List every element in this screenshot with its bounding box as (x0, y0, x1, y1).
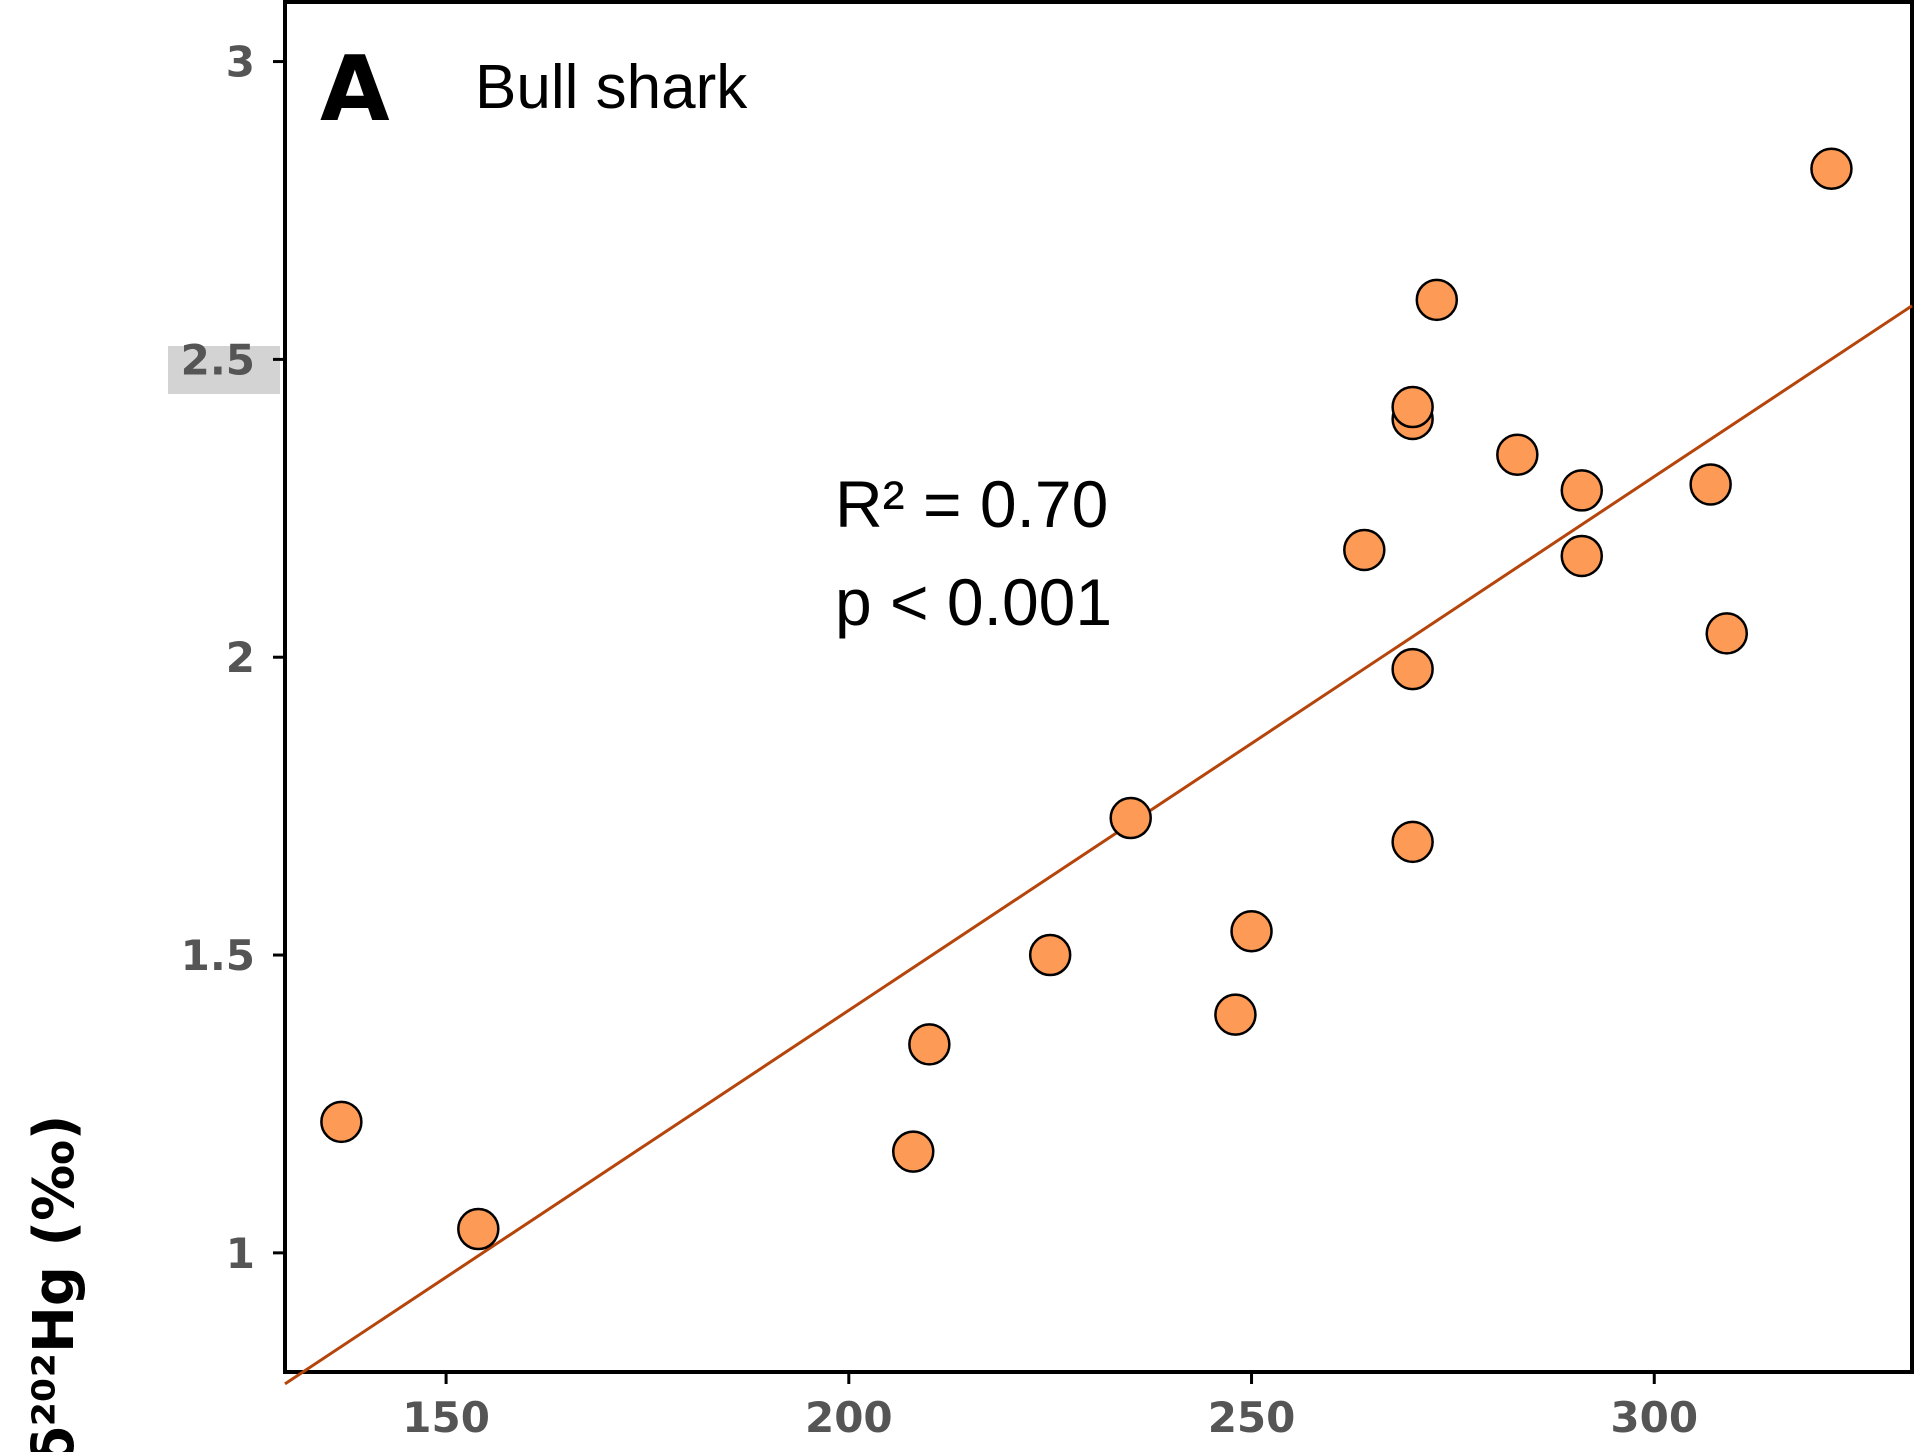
x-tick-label: 250 (1208, 1393, 1296, 1442)
data-point (1343, 528, 1386, 572)
data-point (1028, 933, 1072, 977)
data-point (1391, 385, 1434, 429)
panel-title: Bull shark (475, 53, 748, 122)
x-tick-label: 150 (402, 1393, 490, 1442)
panel-letter: A (320, 37, 390, 142)
data-point (1810, 147, 1853, 191)
axes: 1 1.5 2 2.5 3 150 200 250 300 (181, 38, 1698, 1442)
data-point (1391, 820, 1434, 864)
data-point (1230, 909, 1273, 953)
y-tick-label: 3 (226, 38, 255, 87)
data-point (1391, 647, 1434, 691)
data-point (457, 1207, 500, 1251)
data-point (1560, 534, 1604, 578)
data-point (320, 1100, 363, 1144)
regression-line (284, 304, 1913, 1386)
r-squared-label: R² = 0.70 (835, 467, 1108, 541)
y-tick-highlight (168, 346, 280, 394)
data-point (891, 1130, 935, 1173)
data-point (1689, 463, 1732, 506)
data-points (320, 147, 1853, 1251)
p-value-label: p < 0.001 (835, 565, 1112, 639)
data-point (1705, 612, 1748, 655)
y-axis-label: δ²⁰²Hg (‰) (22, 1115, 87, 1452)
data-point (1415, 278, 1459, 322)
data-point (1214, 993, 1257, 1036)
x-tick-label: 300 (1610, 1393, 1698, 1442)
y-tick-label: 2 (226, 633, 255, 682)
data-point (1109, 796, 1152, 840)
data-point (908, 1023, 951, 1066)
y-tick-label: 1 (226, 1229, 255, 1278)
data-point (1496, 433, 1539, 476)
y-tick-label: 2.5 (181, 335, 255, 384)
x-tick-label: 200 (805, 1393, 893, 1442)
data-point (1560, 469, 1604, 512)
plot-frame (283, 0, 1914, 1374)
y-tick-label: 1.5 (181, 931, 255, 980)
